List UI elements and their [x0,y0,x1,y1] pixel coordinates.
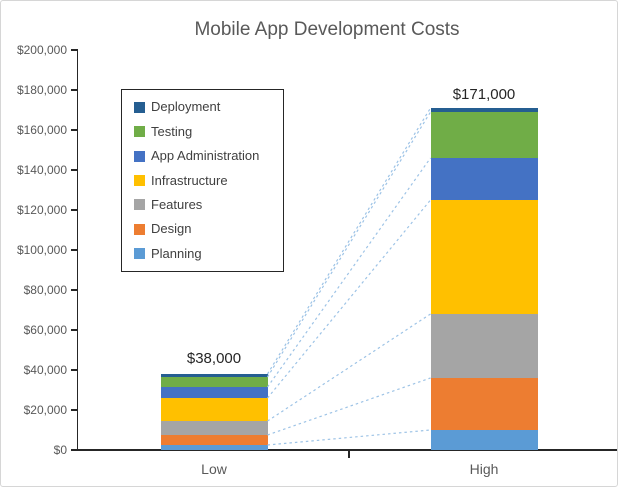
category-label-low: Low [201,461,227,477]
x-axis-tick-mark [348,451,350,458]
bar-segment-app-administration-high [430,158,538,200]
y-axis-tick-label: $0 [53,443,67,457]
legend-swatch-app-administration [134,150,145,162]
legend-label: Testing [151,123,193,139]
y-axis-tick-label: $60,000 [23,323,67,337]
y-axis-tick-mark [71,129,78,131]
legend-swatch-design [134,223,145,235]
y-axis-tick-label: $20,000 [23,403,67,417]
y-axis-tick-label: $40,000 [23,363,67,377]
bar-segment-testing-high [430,112,538,158]
legend-label: Features [151,196,203,212]
y-axis-tick-mark [71,249,78,251]
y-axis-tick-mark [71,49,78,51]
series-line-planning [267,429,431,446]
data-label-high: $171,000 [452,86,516,103]
legend-item-design: Design [134,222,283,236]
series-line-features [267,313,431,422]
legend-swatch-testing [134,126,145,138]
bar-segment-design-low [160,435,268,445]
legend-label: Infrastructure [151,172,228,188]
bar-segment-infrastructure-low [160,398,268,421]
legend-swatch-features [134,199,145,211]
series-line-testing [266,111,432,378]
y-axis-tick-label: $160,000 [16,123,67,137]
legend-swatch-infrastructure [134,175,145,186]
bar-segment-infrastructure-high [430,200,538,314]
series-line-app-administration [267,157,431,388]
legend-label: Design [151,221,192,237]
chart-title: Mobile App Development Costs [194,19,460,40]
y-axis-tick-mark [71,449,78,451]
bar-segment-deployment-low [160,374,268,377]
legend-item-planning: Planning [134,245,283,261]
y-axis-tick-label: $200,000 [16,43,67,57]
legend-swatch-deployment [134,101,145,113]
y-axis-tick-label: $140,000 [16,163,67,177]
legend-swatch-planning [134,248,145,260]
y-axis-tick-mark [71,329,78,331]
legend-label: Planning [151,245,202,261]
data-label-low: $38,000 [186,350,242,367]
series-line-infrastructure [267,199,431,399]
bar-segment-planning-low [160,445,268,450]
bar-segment-planning-high [430,430,538,450]
y-axis-tick-mark [71,169,78,171]
category-label-high: High [469,461,499,477]
y-axis-tick-mark [71,89,78,91]
y-axis-tick-label: $100,000 [16,243,67,257]
legend-item-deployment: Deployment [134,100,283,114]
x-axis-line [78,449,617,451]
y-axis-tick-label: $80,000 [23,283,67,297]
legend-item-app-administration: App Administration [134,149,283,163]
bar-segment-app-administration-low [160,387,268,398]
bar-segment-design-high [430,378,538,430]
legend-label: Deployment [151,99,221,115]
x-axis-tick-mark [616,451,617,458]
bar-segment-features-low [160,421,268,435]
legend-label: App Administration [151,148,260,164]
bar-segment-features-high [430,314,538,378]
y-axis-tick-mark [71,209,78,211]
series-line-design [267,377,431,436]
bar-segment-testing-low [160,377,268,387]
y-axis-tick-mark [71,409,78,411]
legend-item-infrastructure: Infrastructure [134,172,283,188]
y-axis-tick-label: $120,000 [16,203,67,217]
y-axis-tick-label: $180,000 [16,83,67,97]
legend-item-testing: Testing [134,123,283,139]
bar-segment-deployment-high [430,108,538,112]
y-axis-tick-mark [71,369,78,371]
legend-item-features: Features [134,196,283,212]
legend: Deployment Testing App Administration Infra… [121,89,284,272]
y-axis-line [76,50,78,450]
y-axis-tick-mark [71,289,78,291]
series-line-deployment [266,107,432,375]
